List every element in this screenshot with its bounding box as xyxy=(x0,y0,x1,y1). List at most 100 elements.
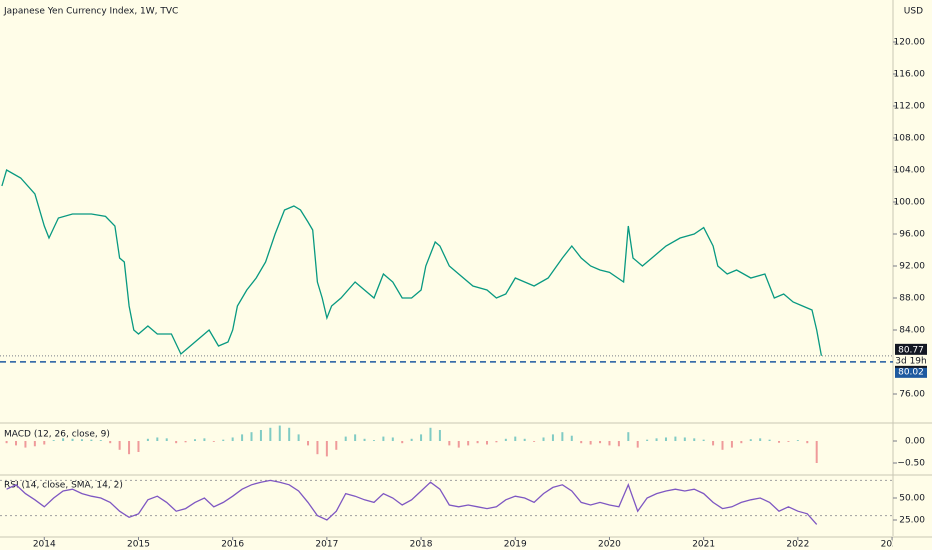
histogram-bar xyxy=(33,440,36,447)
y-tick-label: 50.00 xyxy=(899,493,925,503)
histogram-bar xyxy=(15,440,18,446)
histogram-bar xyxy=(561,432,564,441)
histogram-bar xyxy=(627,432,630,441)
histogram-bar xyxy=(128,440,131,455)
histogram-bar xyxy=(712,440,715,446)
histogram-bar xyxy=(278,425,281,441)
histogram-bar xyxy=(815,440,818,463)
y-tick-label: 120.00 xyxy=(894,38,926,48)
histogram-bar xyxy=(62,438,65,441)
histogram-bar xyxy=(80,439,83,441)
histogram-bar xyxy=(307,440,310,446)
histogram-bar xyxy=(259,429,262,441)
histogram-bar xyxy=(683,437,686,441)
x-tick-label: 2019 xyxy=(504,540,527,550)
x-tick-label: 2015 xyxy=(127,540,150,550)
histogram-bar xyxy=(241,434,244,441)
countdown-label: 3d 19h xyxy=(895,356,926,366)
histogram-bar xyxy=(335,440,338,450)
histogram-bar xyxy=(156,437,159,441)
histogram-bar xyxy=(467,440,470,446)
histogram-bar xyxy=(354,434,357,441)
histogram-bar xyxy=(363,438,366,441)
x-tick-label: 2022 xyxy=(786,540,809,550)
histogram-bar xyxy=(43,440,46,445)
x-tick-label: 2017 xyxy=(315,540,338,550)
histogram-bar xyxy=(231,437,234,441)
plot-area: 2014 2015 2016 2017 2018 2019 2020 2021 2022 2023 xyxy=(0,169,893,550)
histogram-bar xyxy=(457,440,460,448)
pane-title: MACD (12, 26, close, 9) xyxy=(4,430,110,440)
histogram-bar xyxy=(222,439,225,441)
y-tick-label: 116.00 xyxy=(894,70,926,80)
histogram-bar xyxy=(212,440,215,442)
histogram-bar xyxy=(325,440,328,457)
histogram-bar xyxy=(523,438,526,441)
y-tick-label: 96.00 xyxy=(899,230,925,240)
histogram-bar xyxy=(71,438,74,441)
y-tick-label: 100.00 xyxy=(894,198,926,208)
x-tick-label: 2021 xyxy=(692,540,715,550)
histogram-bar xyxy=(778,440,781,443)
last-price-label: 80.77 xyxy=(898,345,924,355)
histogram-bar xyxy=(570,435,573,441)
histogram-bar xyxy=(52,440,55,441)
chart-title: Japanese Yen Currency Index, 1W, TVC xyxy=(3,7,178,17)
histogram-bar xyxy=(165,438,168,441)
x-tick-label: 2014 xyxy=(33,540,56,550)
y-tick-label: 92.00 xyxy=(899,262,925,272)
y-tick-label: 84.00 xyxy=(899,326,925,336)
histogram-bar xyxy=(372,440,375,441)
x-tick-label: 2020 xyxy=(598,540,621,550)
histogram-bar xyxy=(721,440,724,450)
histogram-bar xyxy=(410,438,413,441)
series-line xyxy=(1,169,823,356)
histogram-bar xyxy=(316,440,319,455)
histogram-bar xyxy=(137,440,140,452)
histogram-bar xyxy=(5,440,8,444)
histogram-bar xyxy=(646,439,649,441)
histogram-bar xyxy=(448,440,451,446)
histogram-bar xyxy=(429,427,432,441)
histogram-bar xyxy=(401,440,404,444)
histogram-bar xyxy=(184,440,187,443)
pane-title: RSI (14, close, SMA, 14, 2) xyxy=(4,481,123,491)
histogram-bar xyxy=(118,440,121,450)
histogram-bar xyxy=(382,436,385,441)
series-line xyxy=(6,479,818,525)
y-tick-label: 112.00 xyxy=(894,102,926,112)
histogram-bar xyxy=(674,436,677,441)
histogram-bar xyxy=(99,440,102,441)
histogram-bar xyxy=(796,440,799,441)
histogram-bar xyxy=(269,427,272,441)
histogram-bar xyxy=(193,439,196,441)
y-tick-label: 76.00 xyxy=(899,390,925,400)
histogram-bar xyxy=(476,440,479,444)
x-tick-label: 2018 xyxy=(410,540,433,550)
histogram-bar xyxy=(175,440,178,444)
histogram-bar xyxy=(806,440,809,444)
histogram-bar xyxy=(420,434,423,441)
histogram-bar xyxy=(655,438,658,441)
histogram-bar xyxy=(504,438,507,441)
histogram-bar xyxy=(146,438,149,441)
histogram-bar xyxy=(617,440,620,447)
histogram-bar xyxy=(344,436,347,441)
y-tick-label: −0.50 xyxy=(897,458,925,468)
histogram-bar xyxy=(24,440,27,448)
histogram-bar xyxy=(636,440,639,448)
price-badge-label: 80.02 xyxy=(898,367,924,377)
histogram-bar xyxy=(203,438,206,441)
histogram-bar xyxy=(297,434,300,441)
histogram-bar xyxy=(109,440,112,444)
histogram-bar xyxy=(580,440,583,444)
histogram-bar xyxy=(542,437,545,441)
histogram-bar xyxy=(664,437,667,441)
histogram-bar xyxy=(749,439,752,441)
y-tick-label: 0.00 xyxy=(905,436,925,446)
histogram-bar xyxy=(589,440,592,445)
histogram-bar xyxy=(599,440,602,444)
x-tick-label: 2016 xyxy=(221,540,244,550)
